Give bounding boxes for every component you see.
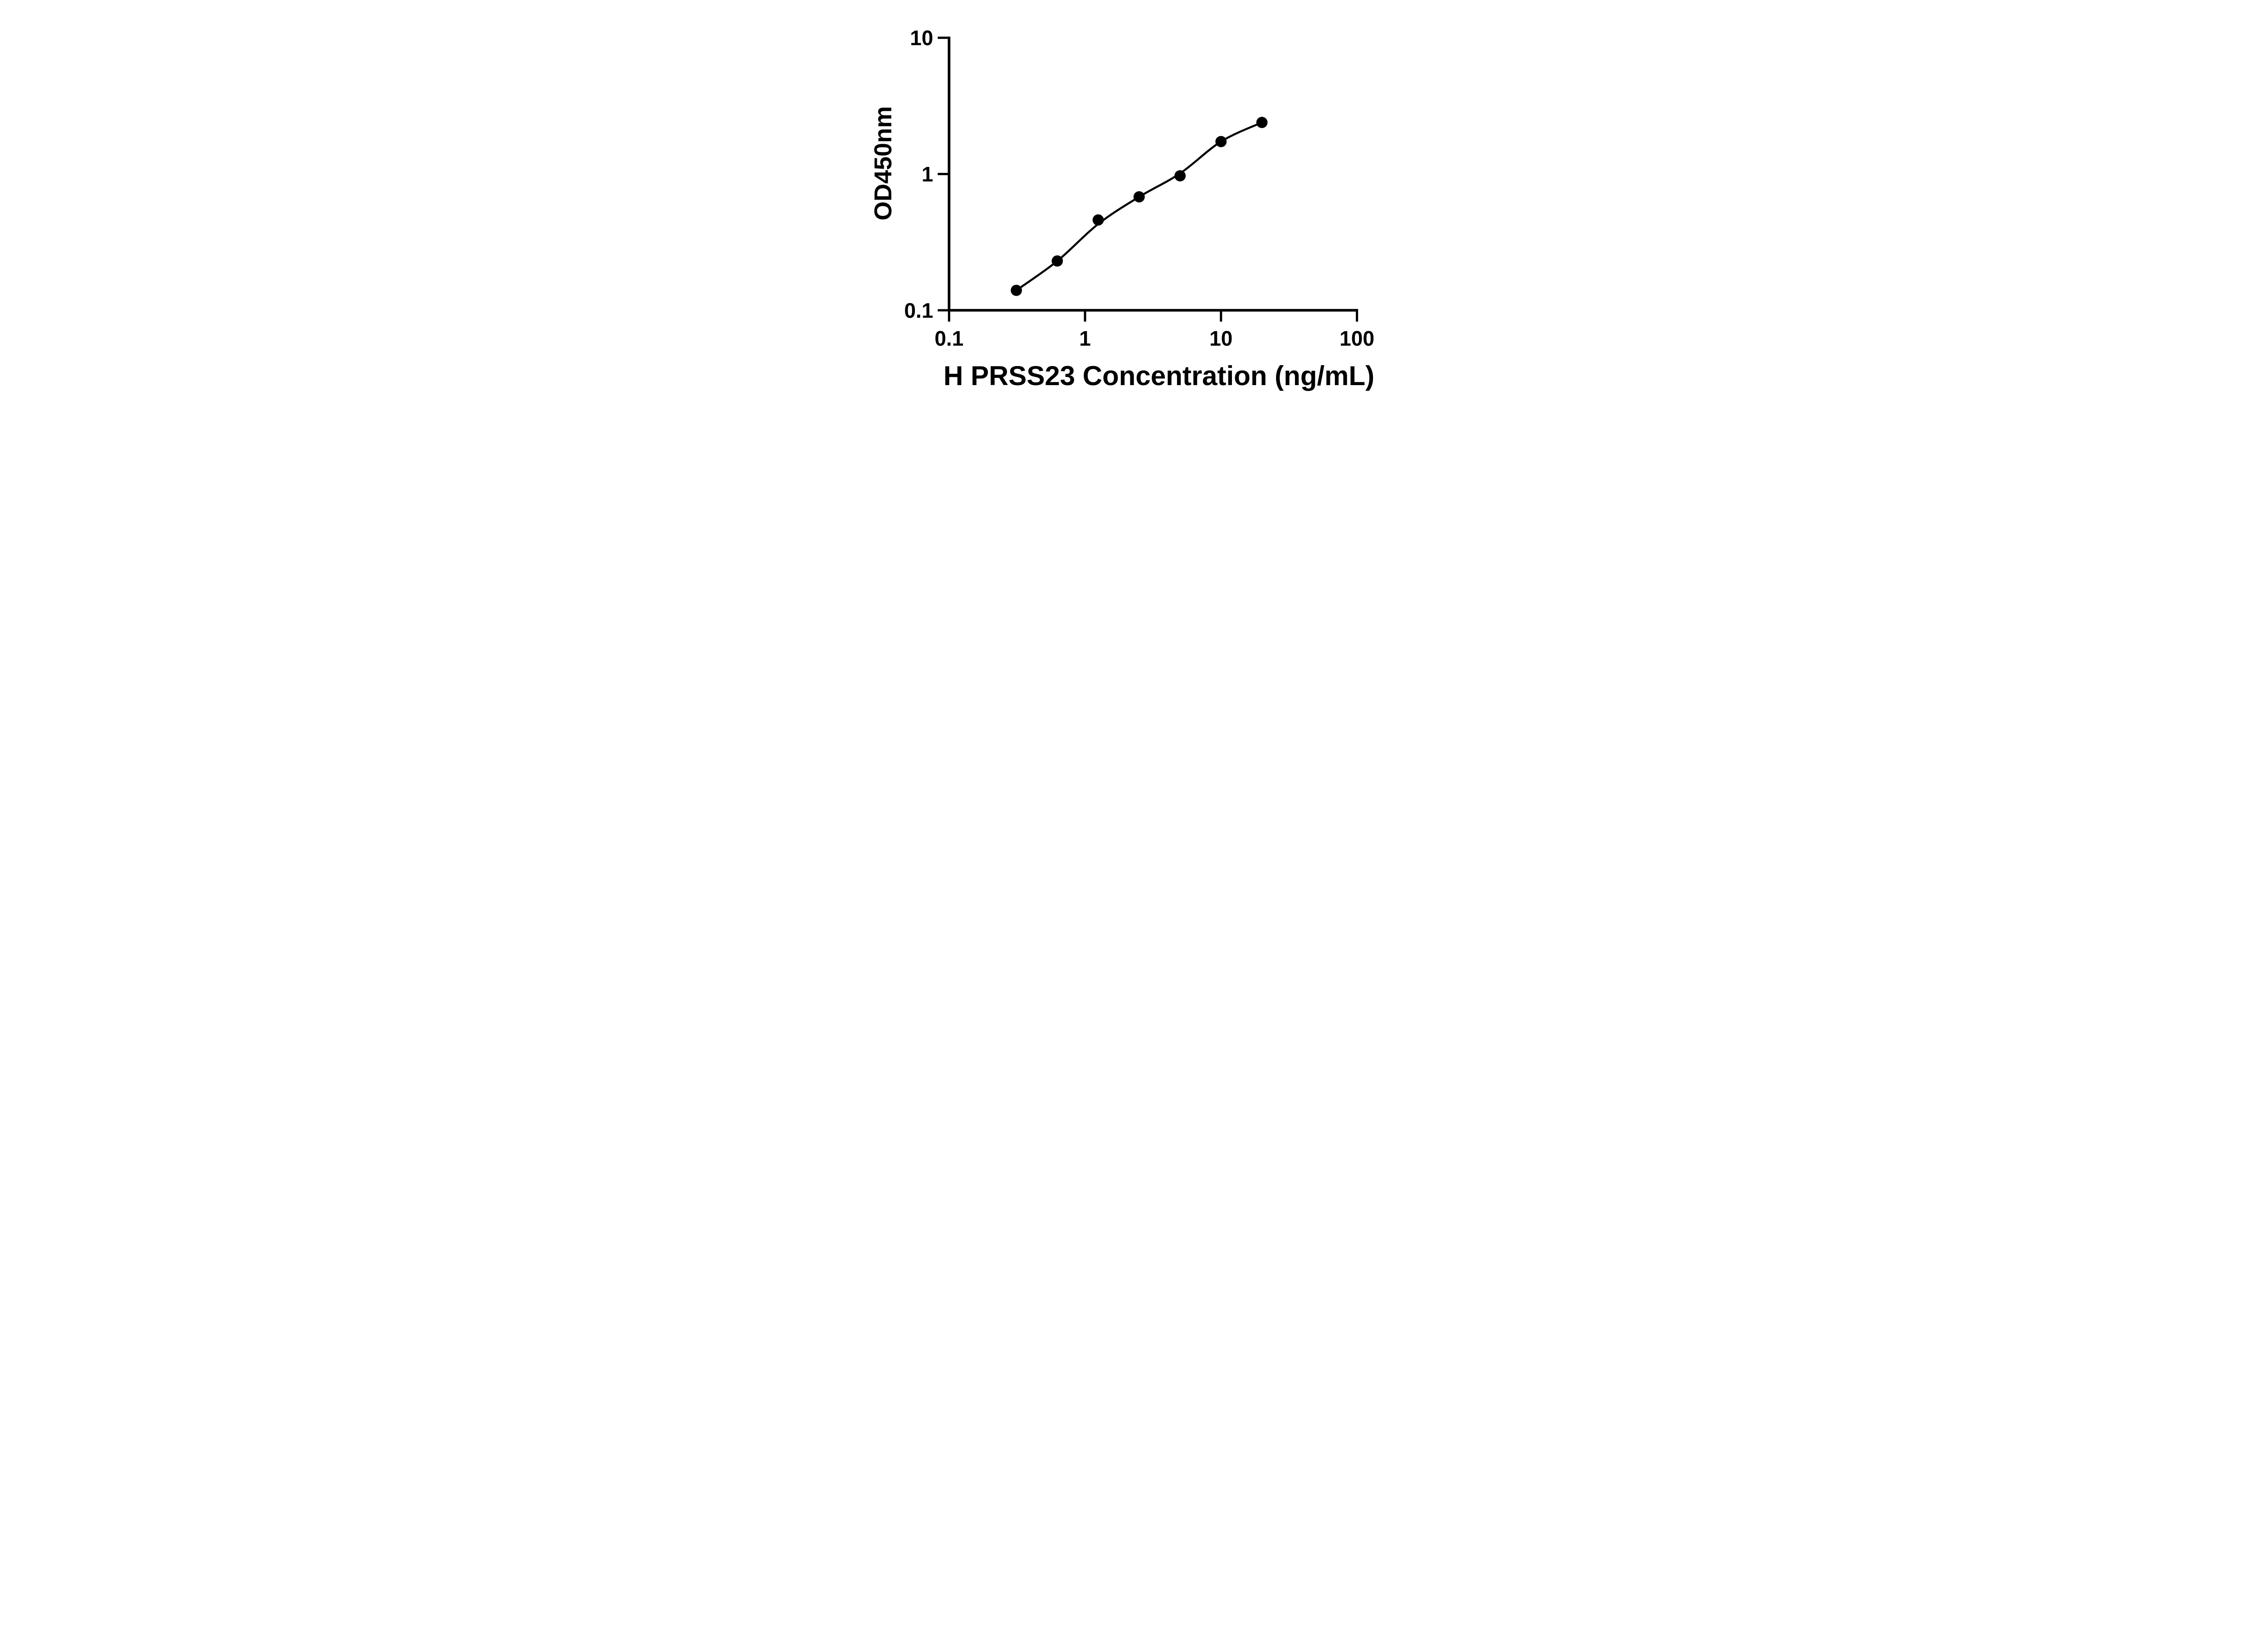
y-tick-label: 1 [922,162,934,186]
data-point [1011,284,1022,296]
elisa-standard-curve-figure: 0.1 1 10 100 0.1 1 10 H PRSS23 Concentration … [848,0,1420,408]
data-point [1174,170,1186,181]
y-axis-ticks [938,36,949,312]
axes [948,36,1359,312]
x-axis-ticks [948,310,1359,322]
y-tick-label: 0.1 [904,299,933,323]
y-axis-title: OD450nm [870,106,897,220]
data-point [1051,255,1063,267]
data-point [1092,214,1104,226]
x-tick-label: 10 [1209,327,1232,350]
data-point [1133,191,1145,203]
chart-canvas: 0.1 1 10 100 0.1 1 10 H PRSS23 Concentration … [870,26,1374,391]
data-point [1215,136,1227,147]
data-point [1256,117,1268,128]
x-tick-label: 100 [1339,327,1374,350]
x-axis-title: H PRSS23 Concentration (ng/mL) [943,361,1374,391]
x-tick-label: 0.1 [934,327,963,350]
data-points [1011,117,1268,296]
y-axis-tick-labels: 0.1 1 10 [904,26,933,323]
fit-curve-line [1016,121,1262,291]
y-tick-label: 10 [910,26,933,50]
x-axis-tick-labels: 0.1 1 10 100 [934,327,1374,350]
x-tick-label: 1 [1079,327,1091,350]
